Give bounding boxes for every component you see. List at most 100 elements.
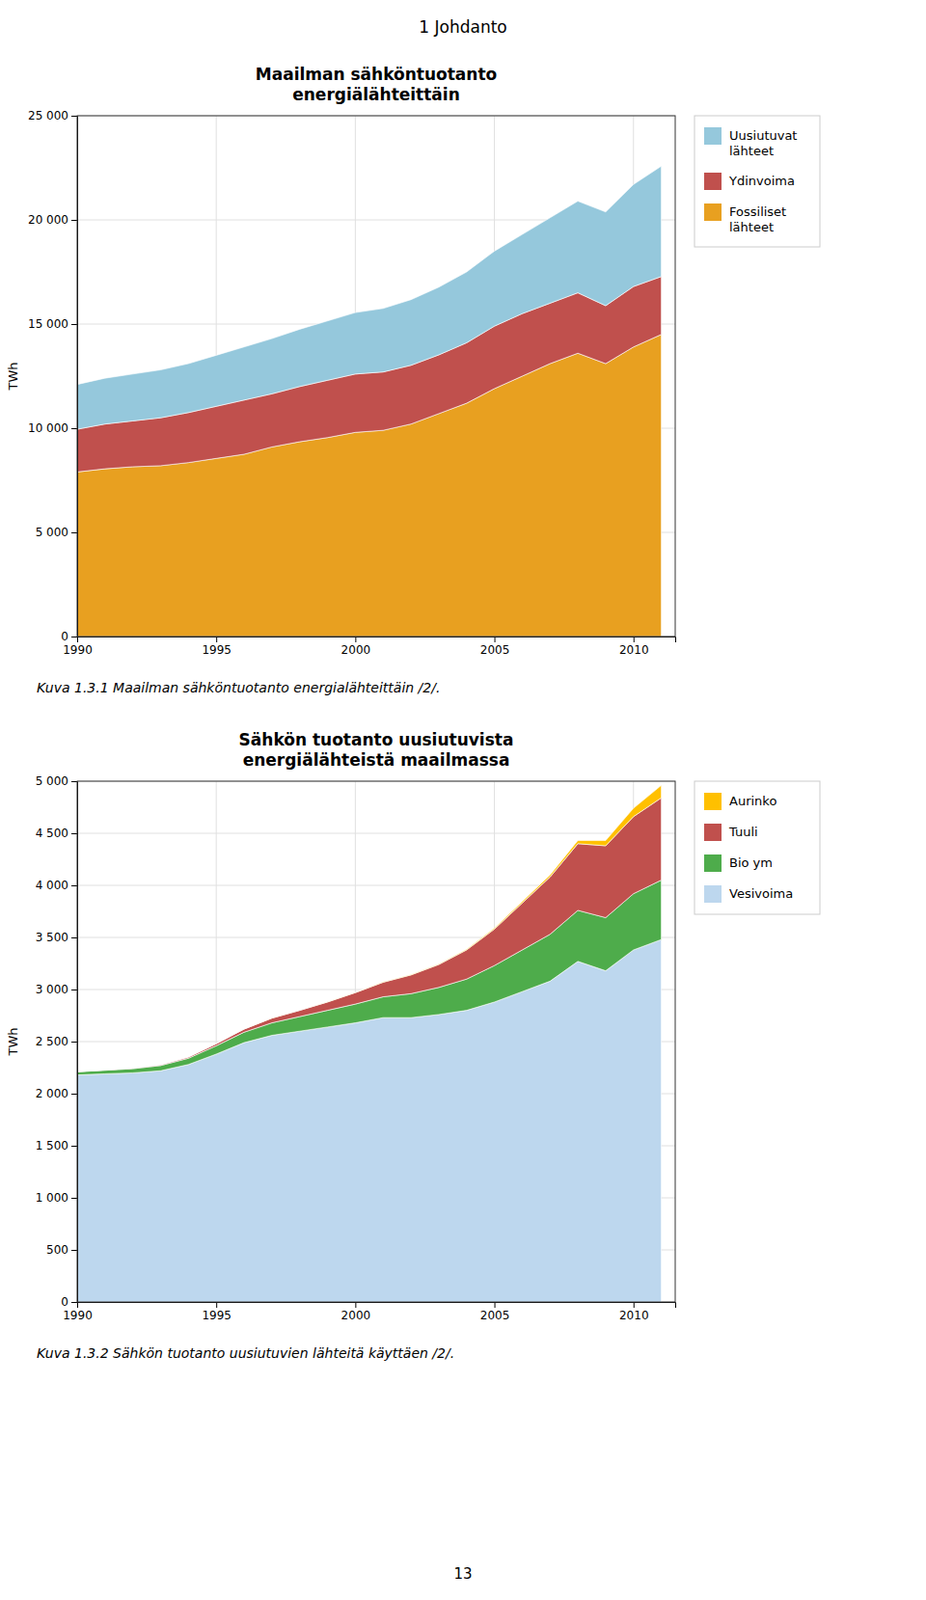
plot-frame bbox=[77, 115, 676, 637]
x-axis: 1990 1995 2000 2005 2010 bbox=[62, 1302, 676, 1323]
axis-line bbox=[78, 1303, 677, 1309]
tick-mark bbox=[71, 324, 78, 326]
tick-label: 2000 bbox=[341, 643, 372, 657]
tick-mark bbox=[71, 219, 78, 221]
grid bbox=[77, 781, 676, 1303]
tick-mark bbox=[71, 428, 78, 430]
tick-mark bbox=[494, 1302, 496, 1308]
tick: 1 000 bbox=[35, 1191, 78, 1205]
tick: 10 000 bbox=[27, 421, 78, 436]
caption: Kuva 1.3.2 Sähkön tuotanto uusiutuvien l… bbox=[36, 1345, 455, 1362]
legend-swatch bbox=[704, 172, 722, 191]
page: 1 Johdanto131990199520002005201005 00010… bbox=[0, 0, 926, 1600]
text-line: Vesivoima bbox=[729, 886, 793, 901]
tick-mark bbox=[71, 1145, 78, 1147]
tick-mark bbox=[216, 636, 218, 643]
tick-mark bbox=[71, 532, 78, 534]
text-line: Maailman sähköntuotanto bbox=[255, 64, 497, 84]
grid bbox=[77, 115, 676, 637]
x-axis: 1990 1995 2000 2005 2010 bbox=[62, 636, 676, 657]
legend-label: Aurinko bbox=[729, 793, 777, 809]
tick-label: 500 bbox=[46, 1243, 69, 1257]
page-number: 13 bbox=[453, 1565, 472, 1583]
tick-label: 2010 bbox=[619, 643, 650, 657]
text-line: Aurinko bbox=[729, 793, 777, 809]
plot-area bbox=[77, 165, 662, 637]
tick-label: 25 000 bbox=[27, 108, 69, 123]
tick-label: 5 000 bbox=[35, 774, 69, 789]
legend-label: Tuuli bbox=[728, 824, 759, 840]
chart: 1990 1995 2000 2005 2010 0 5 000 10 000 15 000 20… bbox=[5, 64, 820, 696]
area bbox=[77, 785, 662, 1072]
tick-label: 2 500 bbox=[35, 1034, 69, 1049]
tick-label: 3 500 bbox=[35, 930, 69, 945]
area bbox=[77, 165, 662, 430]
tick: 2010 bbox=[619, 636, 650, 657]
tick-label: 2010 bbox=[619, 1308, 650, 1323]
text-line: Sähkön tuotanto uusiutuvista bbox=[239, 730, 515, 750]
tick: 4 000 bbox=[35, 878, 78, 893]
legend-swatch bbox=[704, 127, 722, 145]
tick-mark bbox=[354, 636, 356, 643]
tick-mark bbox=[71, 833, 78, 835]
tick-mark bbox=[216, 1302, 218, 1308]
tick-mark bbox=[71, 636, 78, 638]
text-line: lähteet bbox=[729, 143, 774, 159]
grid-line bbox=[77, 833, 676, 835]
text-line: energiälähteittäin bbox=[292, 84, 461, 105]
tick: 1 500 bbox=[35, 1139, 78, 1153]
legend-box bbox=[694, 115, 820, 247]
text-line: energiälähteistä maailmassa bbox=[243, 750, 511, 770]
tick-label: 1990 bbox=[62, 1308, 93, 1323]
tick-label: 15 000 bbox=[27, 317, 69, 331]
y-axis: 05001 0001 5002 0002 5003 0003 5004 0004… bbox=[35, 774, 79, 1309]
tick-mark bbox=[71, 781, 78, 783]
legend-label: Uusiutuvatlähteet bbox=[729, 128, 797, 159]
tick-mark bbox=[71, 937, 78, 939]
tick-label: 2005 bbox=[480, 643, 511, 657]
y-axis: 0 5 000 10 000 15 000 20 000 25 000 bbox=[27, 108, 79, 644]
plot-area bbox=[77, 785, 662, 1303]
legend: AurinkoTuuliBio ymVesivoima bbox=[694, 781, 820, 915]
text-line: Fossiliset bbox=[729, 204, 787, 219]
tick-mark bbox=[354, 1302, 356, 1308]
chart-title: Maailman sähköntuotantoenergiälähteittäi… bbox=[255, 64, 497, 105]
tick-label: 2005 bbox=[480, 1308, 511, 1323]
tick-mark bbox=[71, 1302, 78, 1304]
tick-label: 4 500 bbox=[35, 826, 69, 841]
legend-label: Vesivoima bbox=[729, 886, 793, 901]
y-axis-title: TWh bbox=[5, 361, 21, 391]
tick-label: 1990 bbox=[62, 643, 93, 657]
tick: 2 500 bbox=[35, 1034, 78, 1049]
tick-mark bbox=[71, 989, 78, 991]
tick-label: 1 500 bbox=[35, 1139, 69, 1153]
tick-mark bbox=[71, 1093, 78, 1095]
text-line: Tuuli bbox=[728, 824, 759, 840]
tick-label: 20 000 bbox=[27, 213, 69, 227]
tick: 1995 bbox=[201, 1302, 232, 1323]
legend-swatch bbox=[704, 792, 722, 811]
tick-mark bbox=[71, 1250, 78, 1252]
tick-label: 3 000 bbox=[35, 982, 69, 997]
tick-mark bbox=[71, 885, 78, 887]
tick: 1995 bbox=[201, 636, 232, 657]
tick-label: 1995 bbox=[201, 1308, 232, 1323]
tick: 3 500 bbox=[35, 930, 78, 945]
plot-frame bbox=[77, 781, 676, 1303]
tick-label: 0 bbox=[60, 629, 69, 644]
tick-mark bbox=[633, 636, 635, 643]
tick: 15 000 bbox=[27, 317, 78, 331]
tick: 5 000 bbox=[35, 525, 78, 540]
tick: 2 000 bbox=[35, 1087, 78, 1101]
tick: 0 bbox=[60, 629, 78, 644]
y-axis-title: TWh bbox=[5, 1027, 21, 1057]
tick-label: 1 000 bbox=[35, 1191, 69, 1205]
tick-mark bbox=[71, 115, 78, 117]
chart-title: Sähkön tuotanto uusiutuvistaenergiälähte… bbox=[239, 730, 515, 770]
tick-label: 2000 bbox=[341, 1308, 372, 1323]
tick-mark bbox=[71, 1041, 78, 1043]
tick-label: 10 000 bbox=[27, 421, 69, 436]
caption: Kuva 1.3.1 Maailman sähköntuotanto energ… bbox=[36, 680, 440, 696]
tick: 3 000 bbox=[35, 982, 78, 997]
text-line: Uusiutuvat bbox=[729, 128, 797, 143]
